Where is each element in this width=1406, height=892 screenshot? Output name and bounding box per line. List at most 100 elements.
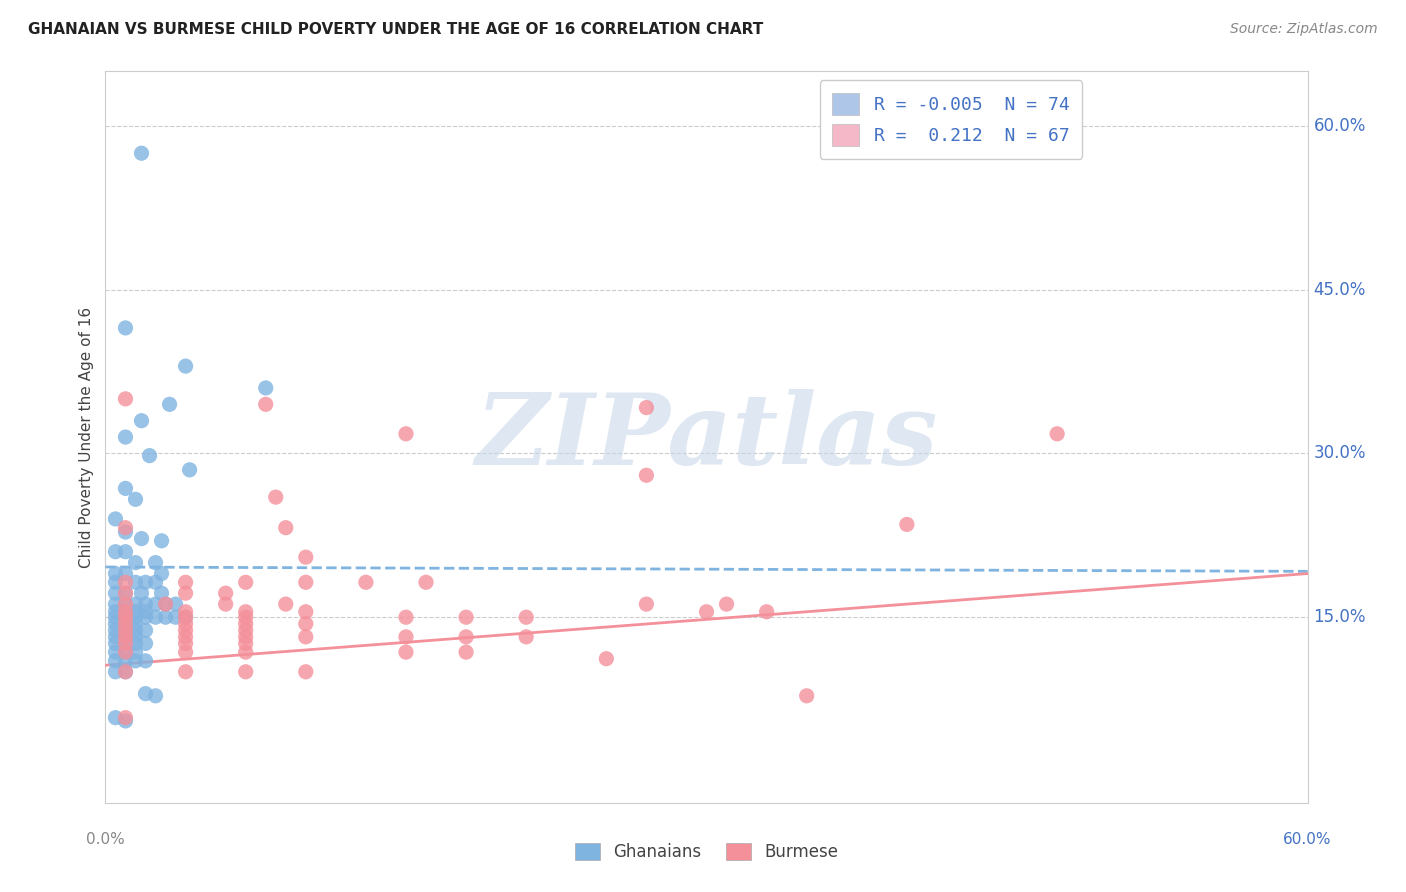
- Point: [235, 665, 257, 679]
- Point: [114, 430, 136, 444]
- Point: [636, 401, 658, 415]
- Point: [104, 645, 127, 659]
- Point: [174, 630, 197, 644]
- Point: [235, 645, 257, 659]
- Point: [235, 636, 257, 650]
- Point: [179, 463, 201, 477]
- Point: [114, 586, 136, 600]
- Point: [114, 630, 136, 644]
- Point: [114, 616, 136, 631]
- Point: [114, 714, 136, 728]
- Point: [104, 597, 127, 611]
- Point: [145, 689, 167, 703]
- Point: [114, 524, 136, 539]
- Point: [114, 521, 136, 535]
- Point: [755, 605, 778, 619]
- Point: [114, 645, 136, 659]
- Point: [124, 654, 146, 668]
- Point: [454, 610, 477, 624]
- Point: [104, 610, 127, 624]
- Point: [214, 586, 236, 600]
- Point: [124, 645, 146, 659]
- Point: [114, 392, 136, 406]
- Point: [135, 605, 157, 619]
- Point: [636, 468, 658, 483]
- Point: [104, 575, 127, 590]
- Point: [114, 624, 136, 638]
- Text: 15.0%: 15.0%: [1313, 608, 1367, 626]
- Point: [104, 586, 127, 600]
- Point: [145, 556, 167, 570]
- Point: [124, 575, 146, 590]
- Point: [395, 426, 418, 441]
- Point: [124, 492, 146, 507]
- Point: [174, 575, 197, 590]
- Point: [235, 575, 257, 590]
- Text: Source: ZipAtlas.com: Source: ZipAtlas.com: [1230, 22, 1378, 37]
- Point: [165, 597, 187, 611]
- Point: [454, 630, 477, 644]
- Point: [124, 624, 146, 638]
- Point: [295, 665, 318, 679]
- Text: 30.0%: 30.0%: [1313, 444, 1367, 462]
- Point: [114, 645, 136, 659]
- Point: [395, 645, 418, 659]
- Point: [114, 636, 136, 650]
- Point: [354, 575, 377, 590]
- Point: [114, 597, 136, 611]
- Y-axis label: Child Poverty Under the Age of 16: Child Poverty Under the Age of 16: [79, 307, 94, 567]
- Point: [114, 636, 136, 650]
- Point: [145, 597, 167, 611]
- Text: 0.0%: 0.0%: [86, 832, 125, 847]
- Point: [135, 624, 157, 638]
- Point: [124, 616, 146, 631]
- Point: [114, 586, 136, 600]
- Point: [104, 624, 127, 638]
- Point: [135, 687, 157, 701]
- Point: [595, 651, 617, 665]
- Point: [104, 665, 127, 679]
- Point: [104, 545, 127, 559]
- Point: [515, 630, 537, 644]
- Point: [114, 624, 136, 638]
- Point: [896, 517, 918, 532]
- Point: [174, 610, 197, 624]
- Point: [415, 575, 437, 590]
- Point: [114, 610, 136, 624]
- Text: ZIPatlas: ZIPatlas: [475, 389, 938, 485]
- Point: [174, 610, 197, 624]
- Point: [295, 616, 318, 631]
- Text: GHANAIAN VS BURMESE CHILD POVERTY UNDER THE AGE OF 16 CORRELATION CHART: GHANAIAN VS BURMESE CHILD POVERTY UNDER …: [28, 22, 763, 37]
- Point: [104, 636, 127, 650]
- Point: [114, 665, 136, 679]
- Point: [135, 575, 157, 590]
- Point: [174, 586, 197, 600]
- Point: [138, 449, 160, 463]
- Point: [131, 532, 153, 546]
- Point: [174, 645, 197, 659]
- Point: [395, 630, 418, 644]
- Point: [159, 397, 181, 411]
- Point: [114, 630, 136, 644]
- Point: [235, 630, 257, 644]
- Point: [145, 610, 167, 624]
- Point: [395, 610, 418, 624]
- Point: [274, 521, 297, 535]
- Point: [150, 586, 173, 600]
- Point: [114, 654, 136, 668]
- Point: [174, 359, 197, 373]
- Point: [124, 636, 146, 650]
- Point: [114, 665, 136, 679]
- Point: [235, 624, 257, 638]
- Point: [295, 605, 318, 619]
- Point: [155, 597, 177, 611]
- Point: [124, 630, 146, 644]
- Point: [235, 605, 257, 619]
- Point: [104, 630, 127, 644]
- Point: [174, 616, 197, 631]
- Point: [295, 575, 318, 590]
- Point: [295, 630, 318, 644]
- Point: [145, 575, 167, 590]
- Point: [104, 654, 127, 668]
- Point: [104, 605, 127, 619]
